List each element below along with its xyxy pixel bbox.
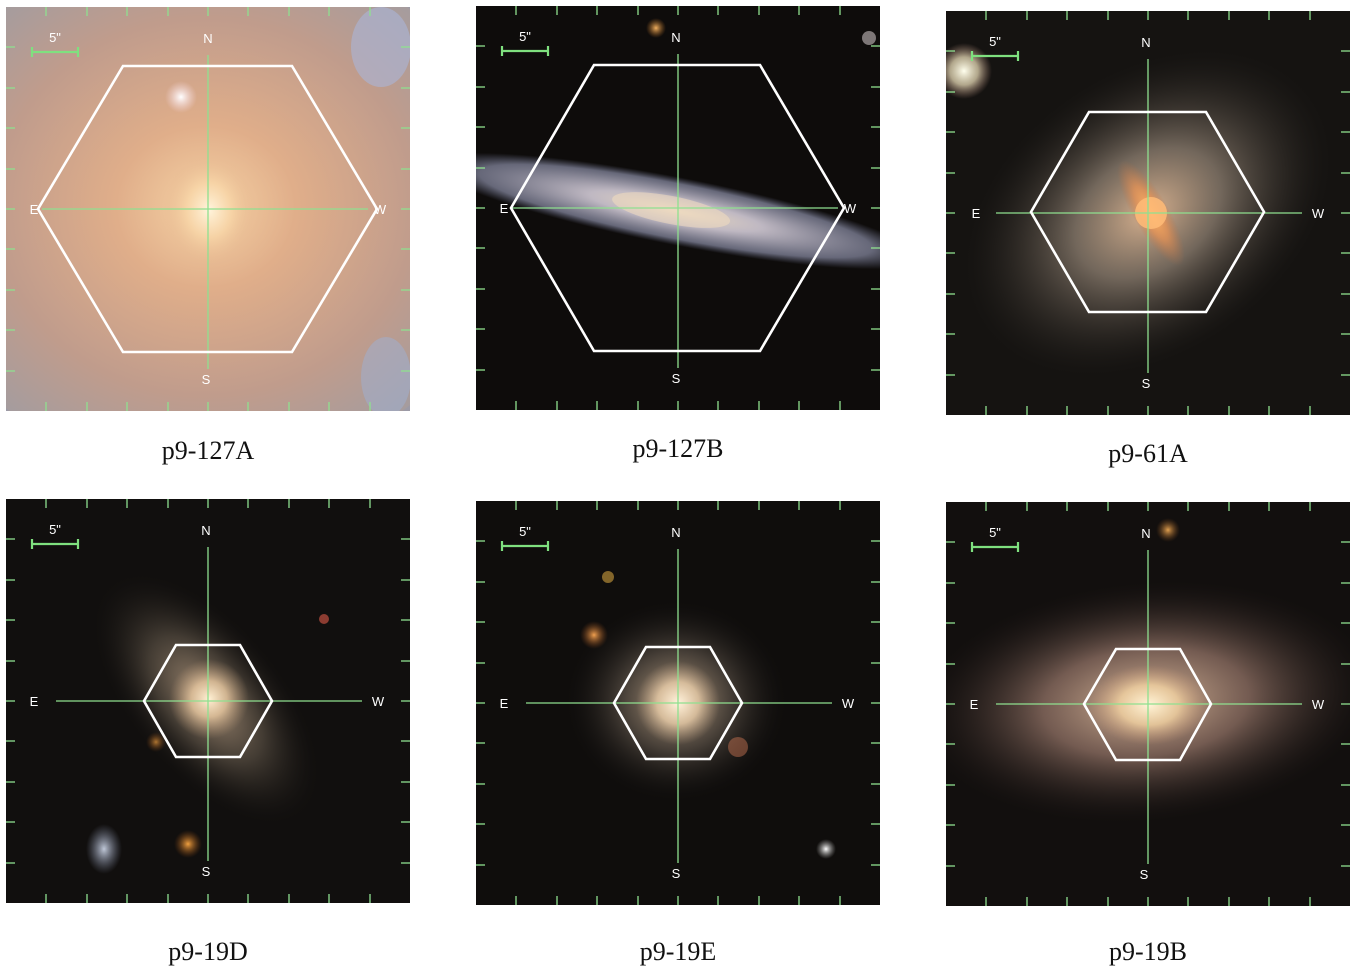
frame-ticks — [476, 501, 880, 905]
caption-p9-61A: p9-61A — [1108, 439, 1188, 468]
compass-n: N — [203, 31, 212, 46]
compass-e: E — [30, 202, 39, 217]
compass-n: N — [201, 523, 210, 538]
ifu-hexagon — [509, 63, 846, 353]
scale-bar — [30, 47, 80, 57]
crosshair — [42, 55, 368, 369]
galaxy-image-p9-127B: 5" N S E W — [476, 6, 880, 410]
frame-ticks — [6, 499, 410, 903]
ifu-hexagon — [612, 645, 744, 761]
foreground-star — [580, 621, 608, 649]
compass-s: S — [672, 371, 681, 386]
ifu-hexagon — [142, 643, 274, 759]
scale-bar — [500, 541, 550, 551]
scale-label: 5" — [989, 34, 1001, 49]
compass-w: W — [1312, 697, 1325, 712]
scale-bar — [970, 51, 1020, 61]
compass-s: S — [202, 372, 211, 387]
ifu-hexagon — [1029, 110, 1266, 314]
crosshair — [512, 54, 838, 368]
caption-p9-19B: p9-19B — [1109, 937, 1187, 966]
scale-label: 5" — [49, 522, 61, 537]
ifu-hexagon — [36, 64, 379, 354]
caption-p9-19E: p9-19E — [639, 937, 717, 966]
compass-w: W — [372, 694, 385, 709]
scale-label: 5" — [49, 30, 61, 45]
compass-w: W — [842, 696, 855, 711]
crosshair — [56, 547, 362, 861]
galaxy-core — [169, 659, 249, 739]
galaxy-image-p9-19B: 5" N S E W — [946, 502, 1350, 906]
frame-ticks — [6, 7, 410, 411]
compass-s: S — [1140, 867, 1149, 882]
galaxy-core — [164, 155, 254, 265]
compass-s: S — [1142, 376, 1151, 391]
galaxy-core — [1089, 665, 1209, 745]
crosshair — [996, 550, 1302, 864]
galaxy-image-p9-19E: 5" N S E W — [476, 501, 880, 905]
foreground-star — [1156, 518, 1180, 542]
galaxy-image-p9-127A: 5" N S E W — [6, 7, 410, 411]
compass-n: N — [1141, 35, 1150, 50]
caption-p9-127A: p9-127A — [161, 436, 255, 465]
compass-n: N — [671, 30, 680, 45]
galaxy-image-p9-19D: 5" N S E W — [6, 499, 410, 903]
ifu-hexagon — [1082, 647, 1213, 762]
caption-p9-19D: p9-19D — [168, 937, 248, 966]
foreground-star — [174, 830, 202, 858]
compass-e: E — [500, 696, 509, 711]
compass-e: E — [970, 697, 979, 712]
compass-n: N — [671, 525, 680, 540]
crosshair — [526, 549, 832, 863]
compass-w: W — [1312, 206, 1325, 221]
frame-ticks — [946, 11, 1350, 415]
compass-w: W — [844, 201, 857, 216]
scale-label: 5" — [519, 29, 531, 44]
frame-ticks — [946, 502, 1350, 906]
compass-s: S — [672, 866, 681, 881]
compass-s: S — [202, 864, 211, 879]
galaxy-core — [612, 192, 731, 228]
compass-e: E — [972, 206, 981, 221]
galaxy-image-p9-61A: 5" N S E W — [946, 11, 1350, 415]
scale-label: 5" — [519, 524, 531, 539]
scale-bar — [500, 46, 550, 56]
compass-n: N — [1141, 526, 1150, 541]
scale-bar — [970, 542, 1020, 552]
compass-w: W — [374, 202, 387, 217]
scale-bar — [30, 539, 80, 549]
compass-e: E — [500, 201, 509, 216]
compass-e: E — [30, 694, 39, 709]
foreground-star — [165, 81, 197, 113]
caption-p9-127B: p9-127B — [632, 434, 724, 463]
frame-ticks — [476, 6, 880, 410]
scale-label: 5" — [989, 525, 1001, 540]
foreground-star — [646, 18, 666, 38]
